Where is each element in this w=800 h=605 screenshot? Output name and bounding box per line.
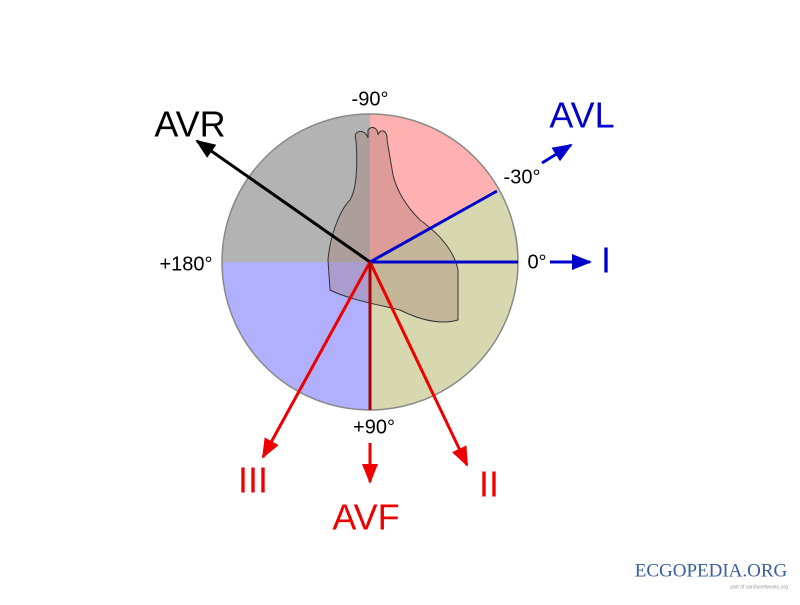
lead-label: I <box>601 240 611 281</box>
iii-axis <box>261 261 372 459</box>
sector-gray <box>222 114 370 262</box>
lead-label: III <box>238 460 268 501</box>
lead-label: II <box>479 464 499 505</box>
quadrants <box>221 113 519 411</box>
sector-khaki <box>370 188 518 410</box>
angle-label: +90° <box>353 416 395 438</box>
angle-label: +180° <box>159 253 212 275</box>
ii-axis <box>368 261 469 467</box>
lead-label: AVL <box>549 95 614 136</box>
heart-outline <box>327 127 459 323</box>
avr-axis <box>195 139 371 264</box>
angle-label: -30° <box>504 166 541 188</box>
logo-tagline: part of cardionetworks.org <box>730 584 788 590</box>
angle-label: 0° <box>527 251 546 273</box>
axes <box>195 139 592 484</box>
sector-blue <box>222 262 370 410</box>
sector-pink <box>370 114 498 262</box>
lead-label: AVR <box>154 104 225 145</box>
avl-axis <box>369 189 498 264</box>
angle-label: -90° <box>352 88 389 110</box>
lead-label: AVF <box>332 497 399 538</box>
logo: ECGOPEDIA.ORG <box>635 560 788 581</box>
avl-arrow <box>541 143 573 165</box>
